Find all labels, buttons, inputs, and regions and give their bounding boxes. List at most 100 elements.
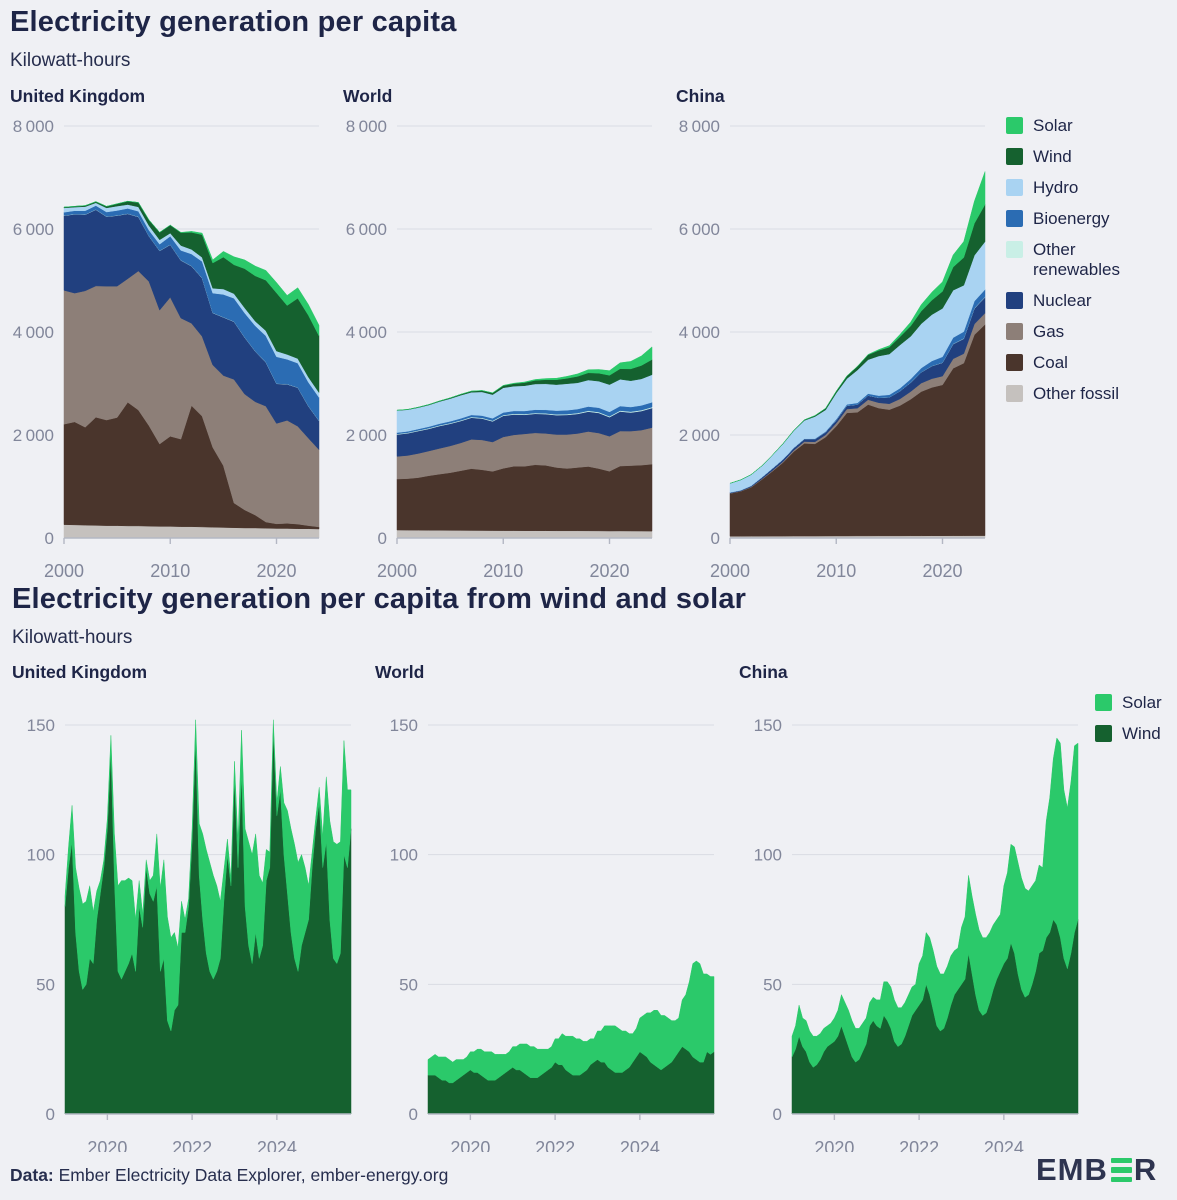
section-2-title: Electricity generation per capita from w…	[12, 583, 747, 615]
y-axis-tick-label: 50	[36, 975, 55, 994]
y-axis-tick-label: 2 000	[346, 426, 387, 445]
x-axis-tick-label: 2020	[589, 561, 629, 578]
ember-logo-e-bars-icon	[1110, 1156, 1132, 1185]
panel-title-top-world: World	[343, 86, 393, 106]
y-axis-tick-label: 100	[390, 846, 418, 865]
x-axis-tick-label: 2020	[922, 561, 962, 578]
x-axis-tick-label: 2024	[620, 1138, 660, 1152]
y-axis-tick-label: 4 000	[346, 323, 387, 342]
hydro-swatch-icon	[1006, 179, 1023, 196]
area-series-solar	[64, 719, 352, 1032]
y-axis-tick-label: 0	[409, 1105, 418, 1124]
chart-wind-solar-uk: 0 50 100 150 2020 2022 2024	[0, 700, 360, 1158]
wind-swatch-icon	[1006, 148, 1023, 165]
section-2-subtitle: Kilowatt-hours	[12, 627, 133, 648]
chart-svg: 0 50 100 150 2020 2022 2024	[27, 716, 352, 1158]
panel-title-bottom-world: World	[375, 662, 425, 682]
legend-label: Bioenergy	[1033, 209, 1110, 228]
coal-swatch-icon	[1006, 354, 1023, 371]
y-axis-tick-label: 2 000	[679, 426, 720, 445]
solar-swatch-icon	[1095, 694, 1112, 711]
panel-title-bottom-uk: United Kingdom	[12, 662, 148, 682]
ember-logo: EMB R	[1036, 1153, 1157, 1187]
y-axis-tick-label: 6 000	[679, 220, 720, 239]
legend-item-other-fossil: Other fossil	[1006, 384, 1151, 404]
chart-wind-solar-world: 0 50 100 150 2020 2022 2024	[363, 700, 723, 1158]
y-axis-tick-label: 0	[378, 529, 387, 548]
legend-item-wind: Wind	[1095, 724, 1162, 744]
legend-label: Other fossil	[1033, 384, 1119, 403]
y-axis-tick-label: 50	[399, 975, 418, 994]
wind-swatch-icon	[1095, 725, 1112, 742]
chart-generation-mix-world: 0 2 000 4 000 6 000 8 000 2000 2010 2020	[333, 100, 663, 583]
x-axis-tick-label: 2010	[483, 561, 523, 578]
legend-item-other-renewables: Other renewables	[1006, 240, 1151, 280]
data-source-text: Ember Electricity Data Explorer, ember-e…	[53, 1165, 449, 1185]
y-axis-tick-label: 0	[45, 529, 54, 548]
legend-label: Wind	[1033, 147, 1072, 166]
area-series-solar	[396, 346, 653, 411]
legend-label: Nuclear	[1033, 291, 1092, 310]
chart-svg: 0 2 000 4 000 6 000 8 000 2000 2010 2020	[13, 117, 320, 581]
area-series-solar	[63, 200, 320, 336]
legend-item-coal: Coal	[1006, 353, 1151, 373]
y-axis-tick-label: 0	[46, 1105, 55, 1124]
x-axis-tick-label: 2024	[257, 1138, 297, 1152]
legend-wind-solar: Solar Wind	[1095, 693, 1162, 755]
legend-item-hydro: Hydro	[1006, 178, 1151, 198]
y-axis-tick-label: 150	[754, 716, 782, 735]
legend-label: Solar	[1122, 693, 1162, 712]
legend-label: Coal	[1033, 353, 1068, 372]
chart-svg: 0 2 000 4 000 6 000 8 000 2000 2010 2020	[679, 117, 986, 581]
legend-label: Hydro	[1033, 178, 1079, 197]
y-axis-tick-label: 8 000	[679, 117, 720, 136]
legend-label: Other renewables	[1033, 240, 1120, 279]
nuclear-swatch-icon	[1006, 292, 1023, 309]
x-axis-tick-label: 2000	[44, 561, 84, 578]
x-axis-tick-label: 2020	[87, 1138, 127, 1152]
area-series-solar	[427, 960, 715, 1084]
panel-title-top-china: China	[676, 86, 725, 106]
y-axis-tick-label: 8 000	[13, 117, 54, 136]
x-axis-tick-label: 2000	[377, 561, 417, 578]
solar-swatch-icon	[1006, 117, 1023, 134]
legend-item-solar: Solar	[1006, 116, 1151, 136]
other-fossil-swatch-icon	[1006, 385, 1023, 402]
legend-item-gas: Gas	[1006, 322, 1151, 342]
x-axis-tick-label: 2022	[535, 1138, 575, 1152]
y-axis-tick-label: 4 000	[13, 323, 54, 342]
legend-label: Solar	[1033, 116, 1073, 135]
y-axis-tick-label: 150	[390, 716, 418, 735]
chart-svg: 0 2 000 4 000 6 000 8 000 2000 2010 2020	[346, 117, 653, 581]
y-axis-tick-label: 4 000	[679, 323, 720, 342]
other-renewables-swatch-icon	[1006, 241, 1023, 258]
legend-item-solar: Solar	[1095, 693, 1162, 713]
legend-item-bioenergy: Bioenergy	[1006, 209, 1151, 229]
legend-item-wind: Wind	[1006, 147, 1151, 167]
x-axis-tick-label: 2022	[899, 1138, 939, 1152]
panel-title-top-uk: United Kingdom	[10, 86, 146, 106]
section-1-title: Electricity generation per capita	[10, 6, 457, 38]
chart-wind-solar-china: 0 50 100 150 2020 2022 2024	[727, 700, 1087, 1158]
y-axis-tick-label: 50	[763, 975, 782, 994]
bioenergy-swatch-icon	[1006, 210, 1023, 227]
y-axis-tick-label: 6 000	[13, 220, 54, 239]
y-axis-tick-label: 100	[27, 846, 55, 865]
chart-generation-mix-uk: 0 2 000 4 000 6 000 8 000 2000 2010 2020	[0, 100, 330, 583]
area-series-solar	[791, 737, 1079, 1068]
x-axis-tick-label: 2020	[814, 1138, 854, 1152]
x-axis-tick-label: 2020	[256, 561, 296, 578]
y-axis-tick-label: 0	[773, 1105, 782, 1124]
x-axis-tick-label: 2000	[710, 561, 750, 578]
y-axis-tick-label: 0	[711, 529, 720, 548]
y-axis-tick-label: 100	[754, 846, 782, 865]
gas-swatch-icon	[1006, 323, 1023, 340]
x-axis-tick-label: 2020	[450, 1138, 490, 1152]
legend-generation-mix: Solar Wind Hydro Bioenergy Other renewab…	[1006, 116, 1151, 415]
data-source-credit: Data: Ember Electricity Data Explorer, e…	[10, 1165, 448, 1186]
ember-logo-text-left: EMB	[1036, 1152, 1108, 1187]
x-axis-tick-label: 2010	[150, 561, 190, 578]
y-axis-tick-label: 150	[27, 716, 55, 735]
y-axis-tick-label: 8 000	[346, 117, 387, 136]
data-source-label: Data:	[10, 1165, 54, 1185]
